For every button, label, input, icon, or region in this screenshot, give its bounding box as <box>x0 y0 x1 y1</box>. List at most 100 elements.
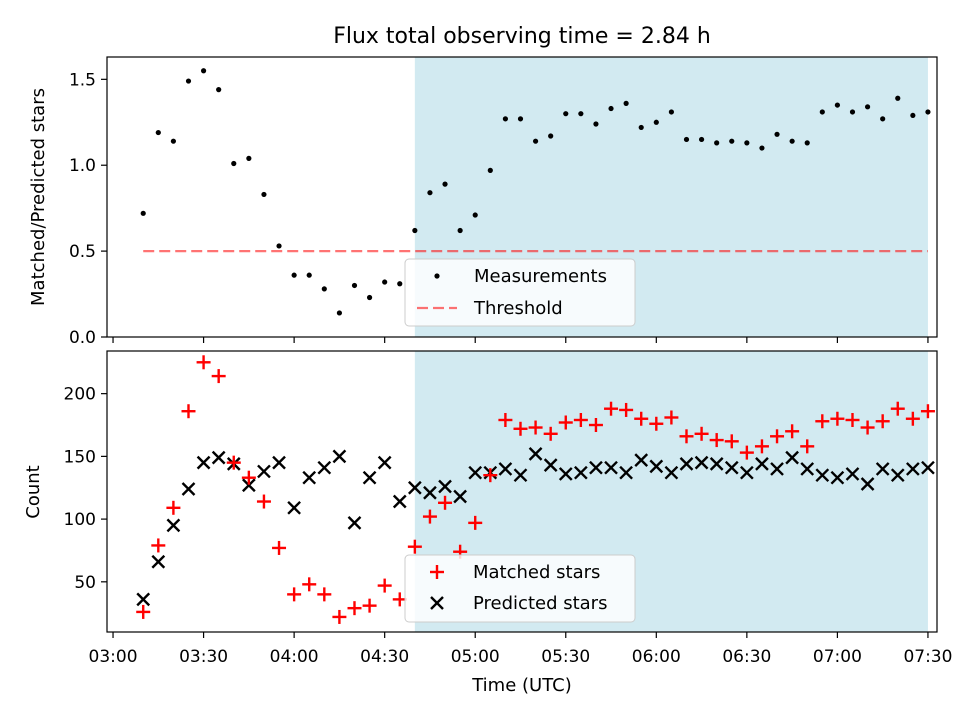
matched-star-point <box>619 402 634 417</box>
predicted-marker-stroke <box>332 449 347 464</box>
matched-star-point <box>468 515 483 530</box>
predicted-marker-stroke <box>649 459 664 474</box>
matched-star-point <box>513 421 528 436</box>
predicted-marker-stroke <box>166 518 181 533</box>
y-tick-label: 0.0 <box>69 328 96 348</box>
matched-star-point <box>694 426 709 441</box>
predicted-star-point <box>453 489 467 504</box>
measurement-point <box>548 133 554 139</box>
predicted-star-point <box>302 470 317 485</box>
chart-title: Flux total observing time = 2.84 h <box>333 24 711 49</box>
predicted-marker-stroke <box>589 460 603 475</box>
measurement-point <box>472 212 478 218</box>
predicted-star-point <box>528 447 543 461</box>
legend-matched-marker <box>430 565 444 579</box>
predicted-star-point <box>166 518 181 533</box>
matched-star-point <box>332 609 347 624</box>
measurement-point <box>774 131 780 137</box>
matched-star-point <box>875 414 890 429</box>
bottom-y-axis-label: Count <box>23 465 44 518</box>
matched-star-point <box>770 429 785 444</box>
predicted-star-point <box>770 462 784 476</box>
predicted-star-point <box>604 460 618 475</box>
x-tick-label: 07:30 <box>903 647 952 667</box>
predicted-marker-stroke <box>543 458 558 473</box>
predicted-marker-stroke <box>875 462 890 476</box>
measurement-point <box>668 109 675 115</box>
predicted-marker-stroke <box>317 460 332 475</box>
x-tick-label: 05:30 <box>541 647 590 667</box>
matched-star-point <box>709 433 724 448</box>
predicted-star-point <box>332 449 347 464</box>
matched-star-point <box>438 495 453 510</box>
measurement-point <box>925 109 931 115</box>
bottom-y-axis: 50 100 150 200 <box>64 385 107 593</box>
measurement-point <box>427 190 433 196</box>
predicted-marker-stroke <box>377 455 392 470</box>
predicted-marker-stroke <box>921 460 935 475</box>
matched-star-point <box>272 540 287 555</box>
x-tick-label: 04:30 <box>360 647 409 667</box>
legend-measurements-marker <box>434 273 440 279</box>
measurement-point <box>563 111 569 117</box>
matched-star-point <box>392 592 407 607</box>
measurement-point <box>849 109 856 115</box>
measurement-point <box>321 286 327 292</box>
y-tick-label: 200 <box>64 385 96 405</box>
matched-star-point <box>181 404 196 419</box>
measurement-points <box>140 68 931 316</box>
x-tick-label: 03:30 <box>179 647 228 667</box>
measurement-point <box>502 116 508 122</box>
measurement-point <box>804 140 810 146</box>
x-tick-label: 06:30 <box>722 647 771 667</box>
x-tick-label: 07:00 <box>813 647 862 667</box>
predicted-star-point <box>377 455 392 470</box>
predicted-marker-stroke <box>770 462 784 476</box>
top-x-tick-marks <box>112 337 929 343</box>
bottom-legend-box <box>404 554 636 623</box>
measurement-point <box>593 121 599 127</box>
predicted-marker-stroke <box>574 465 588 480</box>
predicted-marker-stroke <box>800 462 815 476</box>
x-tick-label: 04:00 <box>270 647 319 667</box>
predicted-marker-stroke <box>755 457 769 471</box>
measurement-point <box>382 279 388 285</box>
measurement-point <box>246 155 252 161</box>
predicted-marker-stroke <box>528 447 543 461</box>
predicted-marker-stroke <box>906 462 920 476</box>
predicted-star-point <box>785 450 799 465</box>
predicted-marker-stroke <box>347 516 362 530</box>
predicted-star-point <box>468 465 483 480</box>
predicted-star-point <box>709 457 724 471</box>
matched-star-point <box>920 404 935 419</box>
y-tick-label: 150 <box>64 447 96 467</box>
predicted-star-point <box>317 460 332 475</box>
matched-star-point <box>166 500 181 515</box>
top-legend-box <box>404 258 636 327</box>
predicted-star-point <box>875 462 890 476</box>
predicted-marker-stroke <box>392 494 407 509</box>
predicted-star-point <box>408 480 422 495</box>
matched-star-point <box>377 578 392 593</box>
matched-star-point <box>754 439 769 454</box>
matched-star-point <box>287 587 302 602</box>
measurement-point <box>231 160 237 167</box>
predicted-star-point <box>211 450 226 465</box>
predicted-marker-stroke <box>785 450 799 465</box>
top-plot-frame <box>106 56 938 338</box>
matched-star-point <box>256 494 271 509</box>
measurement-point <box>789 138 795 144</box>
matched-star-point <box>407 539 422 554</box>
predicted-marker-stroke <box>181 482 196 496</box>
predicted-star-point <box>589 460 603 475</box>
predicted-star-point <box>890 468 905 483</box>
matched-star-point <box>573 412 588 427</box>
measurement-point <box>714 140 720 146</box>
predicted-marker-stroke <box>211 450 226 465</box>
matched-star-point <box>739 445 754 460</box>
predicted-star-point <box>242 478 256 493</box>
predicted-star-point <box>196 455 211 470</box>
x-tick-label: 05:00 <box>451 647 500 667</box>
predicted-star-point <box>347 516 362 530</box>
matched-star-point <box>498 412 513 427</box>
